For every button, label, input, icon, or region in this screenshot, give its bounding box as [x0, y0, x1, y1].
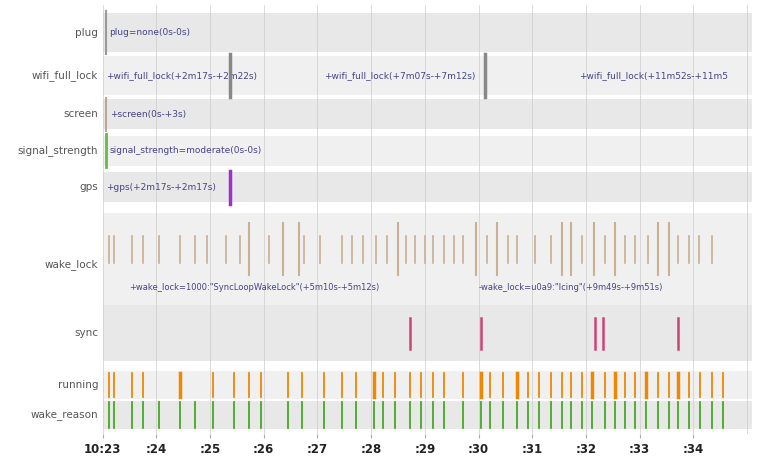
Text: screen: screen: [64, 109, 98, 119]
Bar: [103, 401, 752, 429]
Text: +wifi_full_lock(+11m52s-+11m5: +wifi_full_lock(+11m52s-+11m5: [579, 71, 728, 80]
Text: +wifi_full_lock(+7m07s-+7m12s): +wifi_full_lock(+7m07s-+7m12s): [324, 71, 475, 80]
Text: +screen(0s-+3s): +screen(0s-+3s): [109, 109, 185, 119]
Bar: [103, 213, 752, 316]
Text: wifi_full_lock: wifi_full_lock: [32, 70, 98, 81]
Text: signal_strength: signal_strength: [17, 145, 98, 156]
Bar: [103, 305, 752, 361]
Text: signal_strength=moderate(0s-0s): signal_strength=moderate(0s-0s): [109, 146, 262, 155]
Text: running: running: [58, 380, 98, 390]
Bar: [103, 136, 752, 166]
Bar: [103, 99, 752, 129]
Bar: [103, 56, 752, 95]
Text: +gps(+2m17s-+2m17s): +gps(+2m17s-+2m17s): [106, 183, 217, 192]
Text: plug=none(0s-0s): plug=none(0s-0s): [109, 28, 191, 37]
Text: plug: plug: [75, 28, 98, 37]
Text: gps: gps: [80, 182, 98, 192]
Text: -wake_lock=u0a9:"Icing"(+9m49s-+9m51s): -wake_lock=u0a9:"Icing"(+9m49s-+9m51s): [479, 283, 663, 292]
Bar: [103, 371, 752, 399]
Text: sync: sync: [74, 328, 98, 338]
Text: +wake_lock=1000:"SyncLoopWakeLock"(+5m10s-+5m12s): +wake_lock=1000:"SyncLoopWakeLock"(+5m10…: [129, 283, 380, 292]
Bar: [103, 172, 752, 202]
Text: +wifi_full_lock(+2m17s-+2m22s): +wifi_full_lock(+2m17s-+2m22s): [106, 71, 258, 80]
Text: wake_reason: wake_reason: [30, 409, 98, 420]
Bar: [103, 13, 752, 52]
Text: wake_lock: wake_lock: [45, 259, 98, 270]
